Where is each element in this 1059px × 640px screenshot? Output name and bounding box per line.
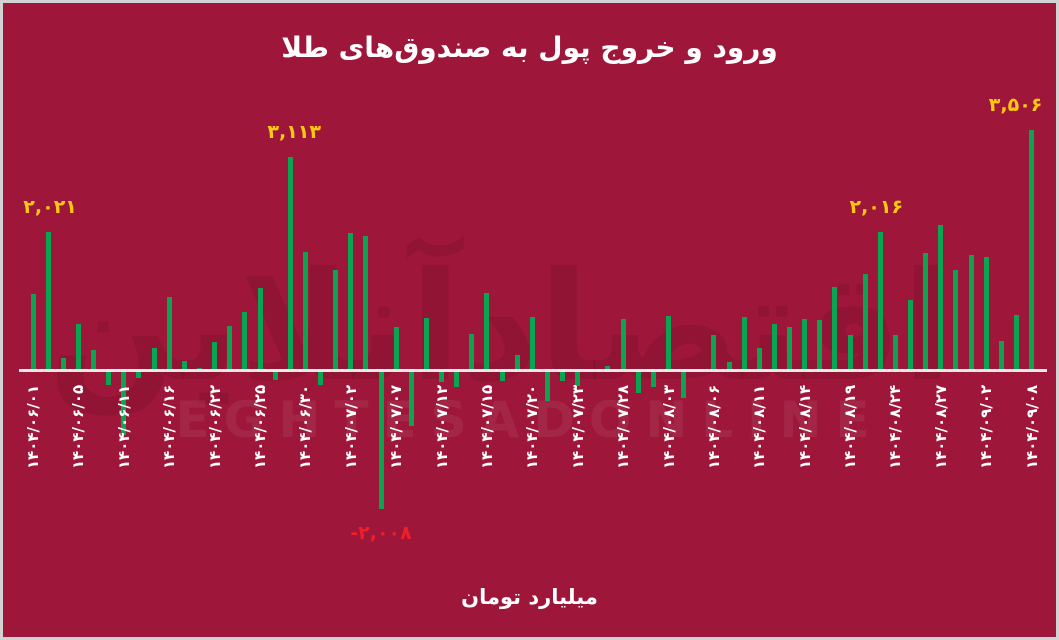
bar bbox=[181, 361, 187, 371]
bar bbox=[363, 236, 369, 371]
x-tick-label: ۱۴۰۴/۰۶/۲۵ bbox=[251, 384, 269, 470]
x-tick-label: ۱۴۰۴/۰۸/۲۴ bbox=[886, 384, 905, 470]
bar bbox=[892, 335, 898, 371]
x-tick-label: ۱۴۰۴/۰۷/۲۰ bbox=[523, 384, 542, 470]
bar bbox=[106, 371, 112, 385]
x-tick-label: ۱۴۰۴/۰۷/۰۷ bbox=[387, 384, 406, 470]
bar bbox=[151, 348, 157, 371]
bar bbox=[75, 324, 81, 371]
bar bbox=[605, 366, 611, 371]
axis-unit-label: میلیارد تومان bbox=[461, 585, 598, 609]
bar bbox=[998, 341, 1004, 371]
bar bbox=[650, 371, 656, 387]
plot-area: ۱۴۰۴/۰۶/۰۱ ۱۴۰۴/۰۶/۰۵ ۱۴۰۴/۰۶/۱۱ ۱۴۰۴/۰۶/۱۶… bbox=[3, 3, 1056, 637]
bar bbox=[741, 317, 747, 371]
x-tick-label: ۱۴۰۴/۰۷/۱۲ bbox=[432, 384, 451, 470]
bar bbox=[45, 232, 51, 371]
x-tick-label: ۱۴۰۴/۰۶/۱۱ bbox=[114, 384, 133, 470]
x-tick-label: ۱۴۰۴/۰۶/۰۵ bbox=[69, 384, 88, 470]
bar bbox=[227, 326, 233, 371]
bar bbox=[454, 371, 460, 387]
bar bbox=[953, 270, 959, 371]
bar bbox=[1029, 130, 1035, 371]
chart-title: ورود و خروج پول به صندوق‌های طلا bbox=[281, 31, 778, 64]
x-tick-label: ۱۴۰۴/۰۶/۰۱ bbox=[24, 384, 42, 470]
bar bbox=[60, 358, 66, 371]
bar bbox=[711, 335, 717, 371]
bar bbox=[787, 327, 792, 371]
bar bbox=[635, 371, 641, 393]
bar bbox=[529, 317, 535, 371]
bar bbox=[439, 371, 444, 382]
x-tick-label: ۱۴۰۴/۰۶/۱۶ bbox=[160, 384, 179, 470]
value-annotation: ۲,۰۱۶ bbox=[849, 196, 904, 218]
bar bbox=[91, 350, 96, 371]
bar bbox=[620, 319, 626, 371]
value-annotation: ۳,۱۱۳ bbox=[267, 121, 321, 143]
bar bbox=[862, 274, 868, 371]
bar bbox=[136, 371, 142, 378]
bar bbox=[333, 270, 339, 371]
bar bbox=[560, 371, 566, 381]
bar bbox=[30, 294, 36, 371]
bar bbox=[802, 319, 808, 371]
x-tick-label: ۱۴۰۴/۰۷/۰۲ bbox=[341, 384, 360, 470]
bar bbox=[121, 371, 127, 435]
bar bbox=[544, 371, 550, 401]
bar bbox=[771, 324, 777, 371]
bar bbox=[499, 371, 505, 381]
bar bbox=[938, 225, 944, 371]
value-annotation: ۳,۵۰۶ bbox=[988, 94, 1043, 116]
bar bbox=[847, 335, 853, 371]
bar bbox=[423, 318, 429, 371]
x-axis-line bbox=[19, 369, 1047, 372]
bar bbox=[212, 342, 218, 371]
value-annotation: -۲,۰۰۸ bbox=[350, 522, 412, 544]
bar bbox=[968, 255, 974, 371]
bar bbox=[378, 371, 384, 509]
bar bbox=[393, 327, 399, 371]
bar bbox=[166, 297, 172, 371]
x-tick-label: ۱۴۰۴/۰۸/۱۱ bbox=[750, 384, 769, 470]
bar bbox=[1014, 315, 1019, 371]
bar bbox=[318, 371, 323, 385]
bar bbox=[484, 293, 490, 371]
x-tick-label: ۱۴۰۴/۰۹/۰۸ bbox=[1022, 384, 1041, 470]
x-tick-label: ۱۴۰۴/۰۸/۱۴ bbox=[795, 384, 814, 470]
x-tick-label: ۱۴۰۴/۰۷/۲۳ bbox=[568, 384, 587, 470]
x-tick-label: ۱۴۰۴/۰۸/۱۹ bbox=[841, 384, 859, 470]
bar bbox=[302, 252, 308, 371]
bar bbox=[983, 257, 989, 371]
bar bbox=[832, 287, 838, 371]
bar bbox=[575, 371, 581, 386]
bar bbox=[817, 320, 823, 371]
bar bbox=[514, 355, 520, 371]
bar bbox=[726, 362, 732, 371]
bar bbox=[408, 371, 414, 426]
bar bbox=[257, 288, 263, 371]
bar bbox=[756, 348, 762, 371]
x-tick-label: ۱۴۰۴/۰۷/۱۵ bbox=[477, 384, 496, 470]
bar bbox=[469, 334, 475, 371]
bar bbox=[923, 253, 929, 371]
bar bbox=[348, 233, 354, 371]
bar bbox=[242, 312, 248, 371]
bar bbox=[877, 232, 883, 371]
x-tick-label: ۱۴۰۴/۰۸/۰۶ bbox=[704, 384, 723, 470]
x-tick-label: ۱۴۰۴/۰۸/۲۷ bbox=[931, 384, 950, 470]
x-tick-label: ۱۴۰۴/۰۶/۳۰ bbox=[296, 384, 315, 470]
bar bbox=[681, 371, 687, 398]
value-annotation: ۲,۰۲۱ bbox=[23, 196, 77, 218]
x-tick-label: ۱۴۰۴/۰۶/۲۲ bbox=[205, 384, 224, 470]
bar bbox=[272, 371, 278, 380]
bar bbox=[908, 300, 913, 371]
bar bbox=[287, 157, 293, 371]
bar bbox=[666, 316, 671, 371]
x-tick-label: ۱۴۰۴/۰۷/۲۸ bbox=[614, 384, 633, 470]
x-tick-label: ۱۴۰۴/۰۸/۰۳ bbox=[659, 384, 678, 470]
x-tick-label: ۱۴۰۴/۰۹/۰۲ bbox=[977, 384, 996, 470]
